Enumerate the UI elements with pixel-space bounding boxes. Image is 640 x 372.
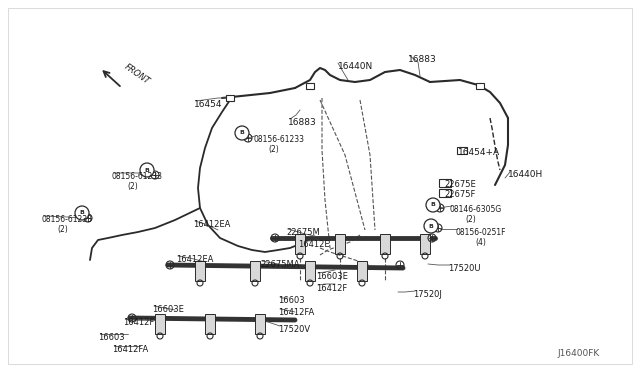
- Circle shape: [426, 198, 440, 212]
- Text: B: B: [239, 131, 244, 135]
- Text: 22675F: 22675F: [444, 190, 476, 199]
- Text: B: B: [431, 202, 435, 208]
- Bar: [420, 234, 430, 254]
- Circle shape: [75, 206, 89, 220]
- Bar: [306, 83, 314, 89]
- Text: 17520V: 17520V: [278, 325, 310, 334]
- Bar: [205, 314, 215, 334]
- Text: B: B: [79, 211, 84, 215]
- Text: 16412EA: 16412EA: [176, 255, 213, 264]
- Bar: [195, 261, 205, 281]
- Circle shape: [140, 163, 154, 177]
- Text: 08156-0251F: 08156-0251F: [455, 228, 506, 237]
- Text: 08146-6305G: 08146-6305G: [450, 205, 502, 214]
- Text: 16412F: 16412F: [123, 318, 154, 327]
- Text: 16603: 16603: [278, 296, 305, 305]
- Bar: [305, 261, 315, 281]
- Text: 08156-61233: 08156-61233: [253, 135, 304, 144]
- Text: 08156-61233: 08156-61233: [112, 172, 163, 181]
- Text: 16603E: 16603E: [152, 305, 184, 314]
- Bar: [295, 234, 305, 254]
- Bar: [250, 261, 260, 281]
- Text: 16454+A: 16454+A: [458, 148, 500, 157]
- Bar: [380, 234, 390, 254]
- Text: 17520J: 17520J: [413, 290, 442, 299]
- Bar: [357, 261, 367, 281]
- Text: 17520U: 17520U: [448, 264, 481, 273]
- Text: 16603: 16603: [98, 333, 125, 342]
- Text: B: B: [429, 224, 433, 228]
- Text: 16603E: 16603E: [316, 272, 348, 281]
- Text: 22675MA: 22675MA: [260, 260, 300, 269]
- Text: 16412FA: 16412FA: [112, 345, 148, 354]
- Text: FRONT: FRONT: [123, 62, 152, 86]
- Text: 16440H: 16440H: [508, 170, 543, 179]
- Bar: [439, 189, 451, 197]
- Bar: [226, 95, 234, 101]
- Bar: [457, 147, 467, 154]
- Bar: [335, 234, 345, 254]
- Text: 22675M: 22675M: [286, 228, 320, 237]
- Text: 16454: 16454: [194, 100, 223, 109]
- Text: 16412E: 16412E: [298, 240, 330, 249]
- Text: 16412EA: 16412EA: [193, 220, 230, 229]
- Text: 16883: 16883: [288, 118, 317, 127]
- Text: 16412F: 16412F: [316, 284, 348, 293]
- Circle shape: [424, 219, 438, 233]
- Text: (2): (2): [268, 145, 279, 154]
- Bar: [439, 179, 451, 187]
- Text: (2): (2): [57, 225, 68, 234]
- Text: 16412FA: 16412FA: [278, 308, 314, 317]
- Text: (4): (4): [475, 238, 486, 247]
- Text: J16400FK: J16400FK: [557, 349, 600, 358]
- Bar: [476, 83, 484, 89]
- Circle shape: [235, 126, 249, 140]
- Text: 08156-61233: 08156-61233: [42, 215, 93, 224]
- Bar: [255, 314, 265, 334]
- Text: 22675E: 22675E: [444, 180, 476, 189]
- Bar: [155, 314, 165, 334]
- Text: B: B: [145, 167, 149, 173]
- Text: 16883: 16883: [408, 55, 436, 64]
- Text: (2): (2): [465, 215, 476, 224]
- Text: 16440N: 16440N: [338, 62, 373, 71]
- Text: (2): (2): [127, 182, 138, 191]
